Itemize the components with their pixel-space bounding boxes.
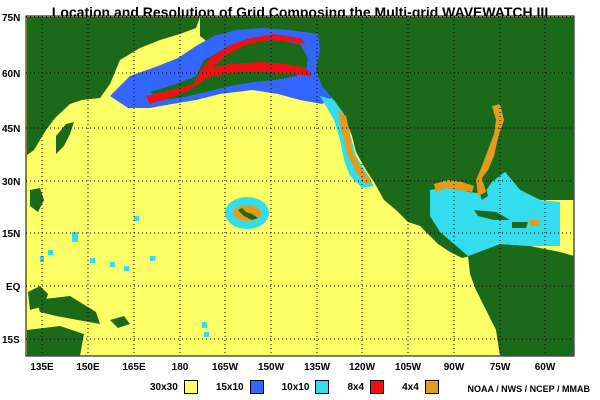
legend-label: 15x10 xyxy=(215,381,244,393)
land-new-guinea xyxy=(36,296,100,324)
lon-label: 135W xyxy=(304,362,331,373)
legend-swatch xyxy=(183,380,198,394)
legend-swatch xyxy=(315,380,330,394)
legend-swatch xyxy=(370,380,385,394)
lon-label: 180 xyxy=(172,362,189,373)
legend-item: 30x30 xyxy=(150,380,198,394)
island-line-1 xyxy=(202,322,207,328)
island-marshall xyxy=(72,232,78,242)
credit-text: NOAA / NWS / NCEP / MMAB xyxy=(467,384,590,394)
legend-item: 4x4 xyxy=(402,380,439,394)
grid-4x4-eastcoast xyxy=(476,104,504,196)
legend-swatch xyxy=(424,380,439,394)
land-solomon xyxy=(110,316,130,328)
legend-label: 8x4 xyxy=(347,381,365,393)
lat-label: 45N xyxy=(2,124,20,135)
grid-4x4-puertorico xyxy=(530,220,540,226)
land-central-america xyxy=(420,226,470,258)
land-hispaniola xyxy=(512,222,528,228)
lon-label: 90W xyxy=(444,362,465,373)
island-line-2 xyxy=(204,332,209,337)
lat-label: 15N xyxy=(2,229,20,240)
lon-label: 150E xyxy=(76,362,100,373)
lat-label: EQ xyxy=(6,282,21,293)
legend-item: 10x10 xyxy=(282,380,330,394)
island-cook xyxy=(150,256,155,261)
lat-label: 30N xyxy=(2,177,20,188)
lon-label: 75W xyxy=(490,362,511,373)
lat-label: 60N xyxy=(2,69,20,80)
legend-label: 10x10 xyxy=(281,381,310,393)
legend-label: 4x4 xyxy=(402,381,419,393)
island-caroline xyxy=(48,250,53,255)
grid-8x4-gulf xyxy=(200,62,312,80)
land-south-america xyxy=(468,244,574,356)
lat-label: 75N xyxy=(2,13,20,24)
lon-label: 60W xyxy=(535,362,556,373)
island-marianas xyxy=(134,216,139,221)
legend-label: 30x30 xyxy=(150,381,178,393)
lat-label: 15S xyxy=(2,335,20,346)
lat-labels: 75N 60N 45N 30N 15N EQ 15S xyxy=(2,13,21,346)
land-philippines xyxy=(30,188,44,212)
land-hawaii xyxy=(238,208,258,220)
lon-label: 150W xyxy=(258,362,285,373)
island-samoa xyxy=(110,262,115,267)
land-australia xyxy=(27,326,84,356)
grid-10x10-pacific-islands xyxy=(40,216,209,337)
island-tonga xyxy=(124,266,129,271)
land-cuba-2 xyxy=(474,210,510,220)
island-fiji xyxy=(90,258,95,263)
lon-label: 165W xyxy=(212,362,239,373)
lon-labels: 135E 150E 165E 180 165W 150W 135W 120W 1… xyxy=(30,362,556,373)
lon-label: 105W xyxy=(395,362,422,373)
legend-item: 8x4 xyxy=(347,380,385,394)
lon-label: 165E xyxy=(122,362,146,373)
land-kamchatka xyxy=(94,68,108,96)
island-gilbert xyxy=(40,256,44,262)
grid-8x4-alaska xyxy=(146,34,306,104)
legend: 30x30 15x10 10x10 8x4 4x4 xyxy=(150,376,457,398)
lon-label: 120W xyxy=(349,362,376,373)
land-japan xyxy=(56,122,74,154)
legend-swatch xyxy=(249,380,264,394)
lon-label: 135E xyxy=(30,362,54,373)
land-asia xyxy=(27,17,200,155)
graticule xyxy=(26,16,574,356)
legend-item: 15x10 xyxy=(216,380,264,394)
grid-4x4-gulfcoast xyxy=(434,180,474,192)
